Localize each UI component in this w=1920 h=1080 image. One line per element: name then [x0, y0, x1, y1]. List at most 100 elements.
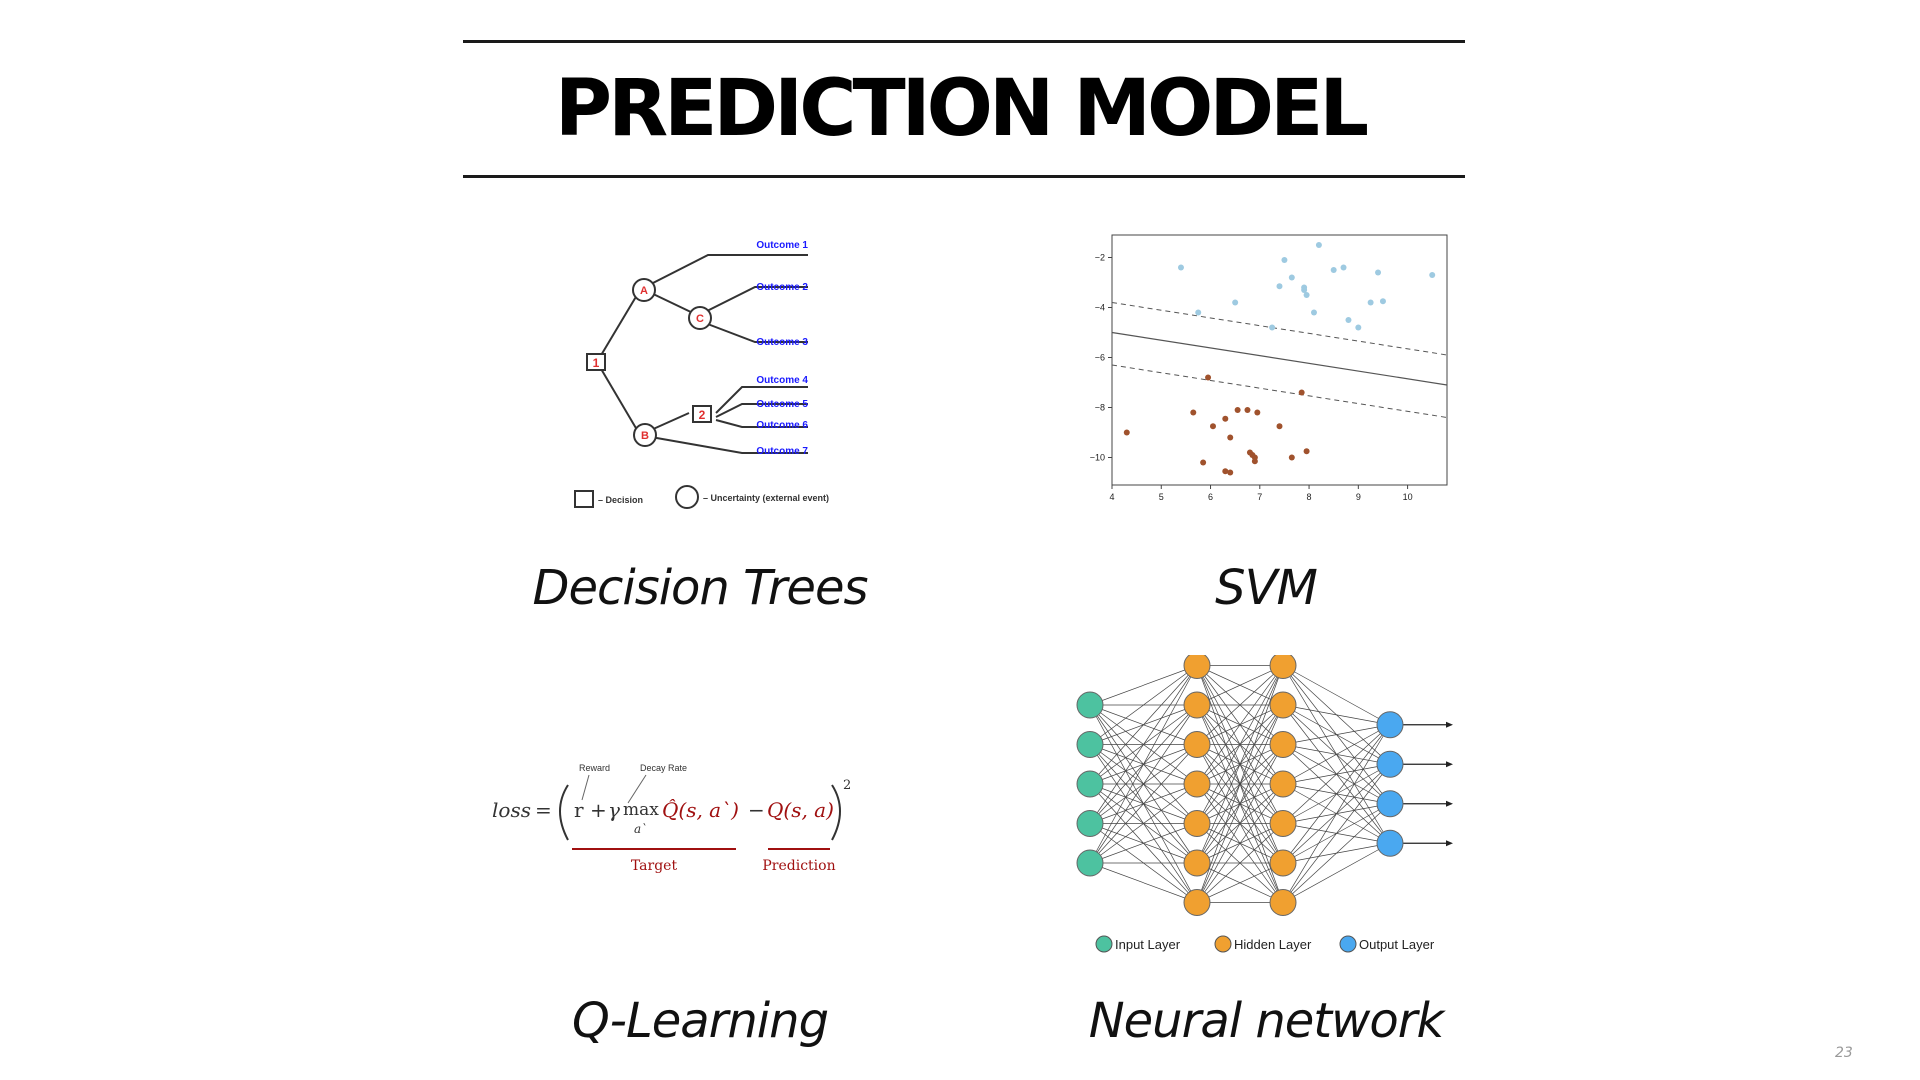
input-neuron: [1076, 849, 1104, 877]
nn-connection: [1196, 665, 1284, 903]
equals-sign: =: [535, 798, 552, 822]
scatter-point: [1276, 423, 1283, 430]
chance-node-c: C: [688, 306, 712, 330]
scatter-point: [1200, 459, 1207, 466]
svm-scatter-chart: 4 5 6 7 8 9 10 −2 −4 −6 −8 −10: [1090, 234, 1448, 502]
nn-connection: [1196, 665, 1284, 864]
scatter-point: [1301, 287, 1308, 293]
tree-legend: – Decision – Uncertainty (external event…: [574, 485, 829, 509]
scatter-point: [1195, 309, 1202, 316]
hidden-neuron: [1183, 889, 1211, 916]
output-arrowhead: [1446, 721, 1453, 728]
legend-uncertainty-circle: [675, 485, 699, 509]
caption-q-learning: Q-Learning: [571, 993, 829, 1049]
legend-hidden-label: Hidden Layer: [1234, 937, 1312, 952]
x-tick-label: 10: [1403, 492, 1413, 502]
legend-uncertainty-label: – Uncertainty (external event): [703, 493, 829, 503]
legend-decision-square: [574, 490, 594, 508]
scatter-point: [1269, 324, 1276, 331]
scatter-point: [1232, 299, 1239, 306]
nn-connection: [1196, 823, 1284, 903]
minus-sign: −: [748, 798, 765, 822]
scatter-point: [1251, 458, 1258, 465]
scatter-point: [1379, 298, 1386, 305]
scatter-point: [1227, 469, 1234, 476]
scatter-point: [1190, 409, 1197, 416]
hidden-neuron: [1269, 849, 1297, 877]
nn-connection: [1196, 783, 1284, 903]
q-hat-term: Q̂(s, a`): [662, 798, 739, 822]
decision-node-2: 2: [692, 405, 712, 423]
target-label: Target: [631, 858, 678, 874]
hidden-neuron: [1183, 731, 1211, 758]
nn-connection: [1196, 704, 1284, 903]
q-learning-equation: Reward Decay Rate loss = r + γ max a` Q̂…: [492, 763, 851, 874]
nn-connection: [1089, 744, 1198, 864]
scatter-point: [1254, 409, 1261, 416]
legend-input-label: Input Layer: [1115, 937, 1181, 952]
page-number: 23: [1835, 1045, 1853, 1061]
hidden-neuron: [1183, 770, 1211, 798]
y-tick-label: −4: [1095, 303, 1105, 313]
x-tick-label: 9: [1356, 492, 1361, 502]
output-arrowhead: [1446, 761, 1453, 768]
prediction-label: Prediction: [762, 858, 835, 874]
outcome-label: Outcome 5: [756, 399, 808, 410]
scatter-point: [1281, 257, 1288, 263]
scatter-point: [1345, 317, 1352, 323]
slide-title: PREDICTION MODEL: [554, 64, 1369, 154]
hidden-neuron: [1269, 655, 1297, 679]
x-tick-label: 5: [1159, 492, 1164, 502]
left-paren: [559, 784, 569, 841]
output-neuron: [1376, 790, 1404, 818]
neural-network-diagram: Input Layer Hidden Layer Output Layer: [1076, 655, 1453, 953]
nn-connection: [1089, 665, 1198, 745]
input-neuron: [1076, 810, 1104, 837]
scatter-point: [1303, 292, 1310, 298]
legend-hidden-swatch: [1214, 935, 1232, 953]
outcome-label: Outcome 7: [756, 446, 808, 457]
plot-frame: [1111, 234, 1448, 486]
scatter-point: [1340, 264, 1347, 271]
x-tick-label: 6: [1208, 492, 1213, 502]
nn-connection: [1282, 724, 1391, 785]
legend-output-swatch: [1339, 935, 1357, 953]
output-arrowhead: [1446, 800, 1453, 807]
scatter-point: [1205, 374, 1212, 381]
nn-connection: [1282, 724, 1391, 824]
outcome-label: Outcome 4: [756, 375, 808, 386]
nn-connection: [1089, 862, 1198, 903]
scatter-point: [1249, 452, 1256, 458]
scatter-point: [1177, 264, 1184, 271]
nn-connection: [1282, 724, 1391, 864]
scatter-point: [1244, 407, 1251, 413]
nn-connection: [1282, 724, 1391, 903]
scatter-point: [1234, 407, 1241, 413]
nn-connection: [1196, 665, 1284, 785]
reward-arrow: [581, 774, 590, 801]
caption-decision-trees: Decision Trees: [532, 560, 868, 616]
loss-label: loss: [492, 798, 531, 822]
outcome-label: Outcome 1: [756, 240, 808, 251]
chance-node-a: A: [632, 278, 656, 302]
input-neuron: [1076, 770, 1104, 798]
output-neuron: [1376, 829, 1404, 857]
scatter-point: [1288, 454, 1295, 461]
chance-node-label: A: [640, 285, 648, 297]
nn-connection: [1282, 704, 1391, 726]
nn-connection: [1282, 724, 1391, 745]
decay-rate-annotation: Decay Rate: [640, 763, 687, 773]
decision-node-label: 1: [593, 356, 600, 370]
scatter-point: [1209, 423, 1216, 430]
hidden-neuron: [1269, 889, 1297, 916]
scatter-point: [1355, 324, 1362, 331]
x-tick-label: 4: [1109, 492, 1114, 502]
nn-connection: [1089, 823, 1198, 864]
hidden-neuron: [1269, 691, 1297, 719]
scatter-point: [1330, 267, 1337, 273]
y-tick-label: −8: [1095, 403, 1105, 413]
exponent: 2: [843, 778, 851, 793]
scatter-point: [1288, 274, 1295, 281]
max-operator: max: [623, 800, 659, 820]
caption-svm: SVM: [1215, 560, 1318, 616]
